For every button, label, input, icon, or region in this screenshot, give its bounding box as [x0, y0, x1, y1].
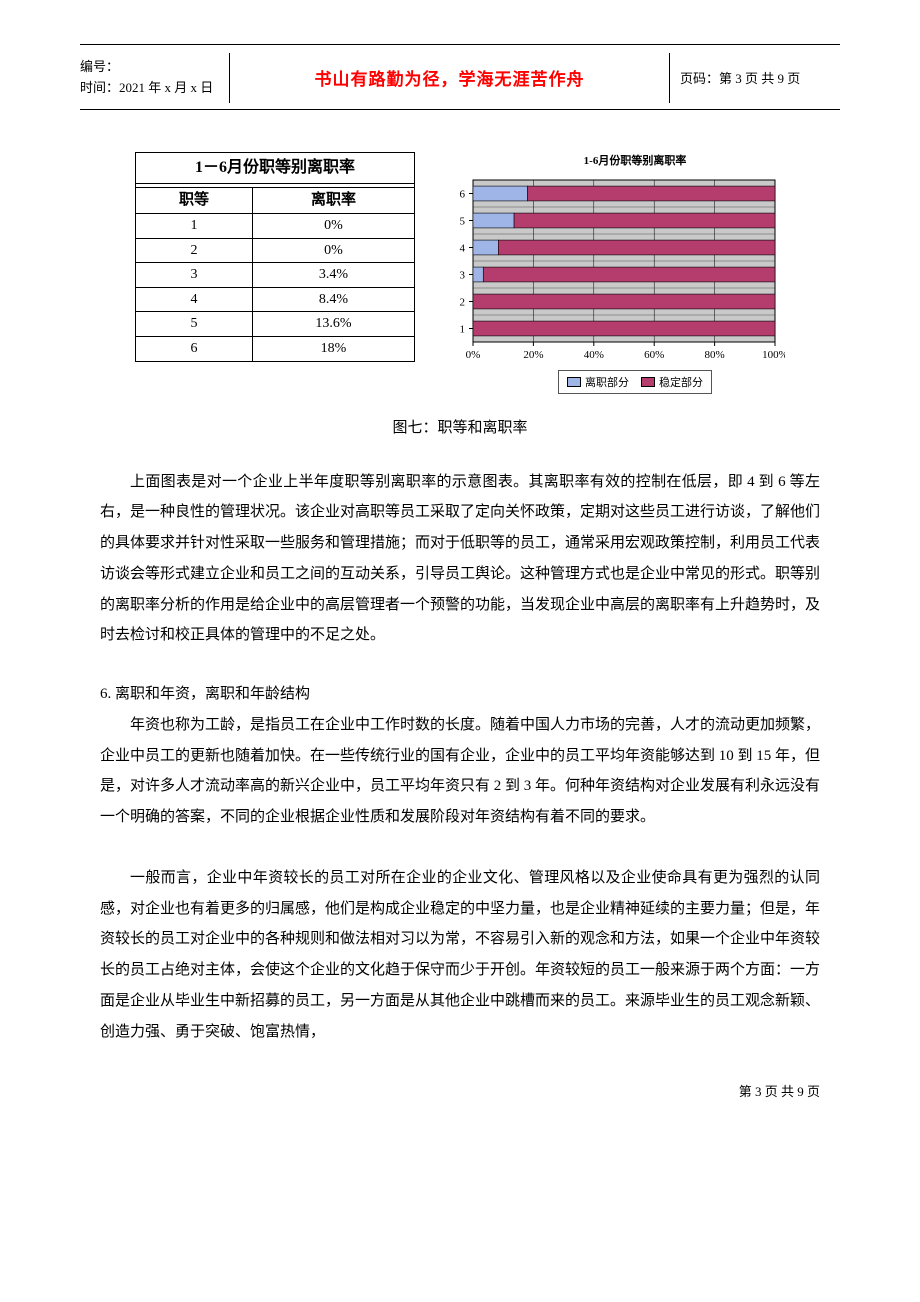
legend-item: 离职部分 [567, 374, 629, 390]
table-row: 33.4% [136, 263, 415, 288]
table-row: 513.6% [136, 312, 415, 337]
legend-swatch-icon [641, 377, 655, 387]
svg-text:80%: 80% [705, 349, 725, 361]
table-cell-rate: 3.4% [252, 263, 414, 288]
table-cell-rate: 18% [252, 336, 414, 361]
chart-legend: 离职部分 稳定部分 [558, 370, 712, 394]
table-cell-rate: 13.6% [252, 312, 414, 337]
table-row: 48.4% [136, 287, 415, 312]
table-row: 618% [136, 336, 415, 361]
svg-text:60%: 60% [644, 349, 664, 361]
legend-swatch-icon [567, 377, 581, 387]
body-block-1: 上面图表是对一个企业上半年度职等别离职率的示意图表。其离职率有效的控制在低层，即… [100, 467, 820, 652]
figure-caption: 图七：职等和离职率 [0, 416, 920, 437]
header-top-rule [80, 44, 840, 45]
svg-text:100%: 100% [762, 349, 785, 361]
doc-date: 时间：2021 年 x 月 x 日 [80, 78, 223, 99]
page-footer: 第 3 页 共 9 页 [0, 1081, 820, 1100]
paragraph: 年资也称为工龄，是指员工在企业中工作时数的长度。随着中国人力市场的完善，人才的流… [100, 710, 820, 833]
table-cell-level: 1 [136, 213, 253, 238]
chart-title: 1-6月份职等别离职率 [445, 152, 825, 168]
table-col1-header: 职等 [136, 187, 253, 213]
table-row: 20% [136, 238, 415, 263]
section-heading-6: 6. 离职和年资，离职和年龄结构 [100, 679, 820, 710]
header-bottom-rule [80, 109, 840, 110]
table-row: 10% [136, 213, 415, 238]
table-cell-level: 4 [136, 287, 253, 312]
paragraph: 上面图表是对一个企业上半年度职等别离职率的示意图表。其离职率有效的控制在低层，即… [100, 467, 820, 652]
header-page-label: 页码：第 3 页 共 9 页 [680, 68, 800, 87]
svg-text:40%: 40% [584, 349, 604, 361]
table-cell-level: 2 [136, 238, 253, 263]
figure-row: 1－6月份职等别离职率 职等 离职率 10% 20% 33.4% 48.4% 5… [0, 152, 920, 394]
header-left-cell: 编号： 时间：2021 年 x 月 x 日 [80, 53, 230, 103]
svg-text:1: 1 [460, 323, 466, 335]
table-cell-level: 3 [136, 263, 253, 288]
svg-text:6: 6 [460, 188, 466, 200]
svg-text:20%: 20% [523, 349, 543, 361]
legend-item: 稳定部分 [641, 374, 703, 390]
paragraph: 一般而言，企业中年资较长的员工对所在企业的企业文化、管理风格以及企业使命具有更为… [100, 863, 820, 1048]
table-cell-level: 5 [136, 312, 253, 337]
header-right-cell: 页码：第 3 页 共 9 页 [670, 53, 840, 103]
svg-text:2: 2 [460, 296, 466, 308]
svg-text:5: 5 [460, 215, 466, 227]
svg-text:0%: 0% [466, 349, 481, 361]
table-col2-header: 离职率 [252, 187, 414, 213]
table-title: 1－6月份职等别离职率 [136, 152, 415, 183]
table-cell-level: 6 [136, 336, 253, 361]
legend-label: 离职部分 [585, 374, 629, 390]
legend-label: 稳定部分 [659, 374, 703, 390]
table-cell-rate: 8.4% [252, 287, 414, 312]
body-block-2: 年资也称为工龄，是指员工在企业中工作时数的长度。随着中国人力市场的完善，人才的流… [100, 710, 820, 833]
page-header: 编号： 时间：2021 年 x 月 x 日 书山有路勤为径，学海无涯苦作舟 页码… [80, 53, 840, 103]
svg-text:4: 4 [460, 242, 466, 254]
rate-table: 1－6月份职等别离职率 职等 离职率 10% 20% 33.4% 48.4% 5… [135, 152, 415, 362]
doc-id-label: 编号： [80, 57, 223, 78]
header-mid-cell: 书山有路勤为径，学海无涯苦作舟 [230, 53, 670, 103]
table-cell-rate: 0% [252, 238, 414, 263]
table-cell-rate: 0% [252, 213, 414, 238]
svg-text:3: 3 [460, 269, 466, 281]
stacked-bar-chart: 0% 20% 40% 60% 80% 100% 6 5 4 3 2 1 [445, 174, 785, 364]
chart-container: 1-6月份职等别离职率 0% 20% 40% 60% 80% 100% 6 5 4 3 2 1 离职部… [445, 152, 825, 394]
body-block-3: 一般而言，企业中年资较长的员工对所在企业的企业文化、管理风格以及企业使命具有更为… [100, 863, 820, 1048]
header-motto: 书山有路勤为径，学海无涯苦作舟 [315, 65, 585, 90]
